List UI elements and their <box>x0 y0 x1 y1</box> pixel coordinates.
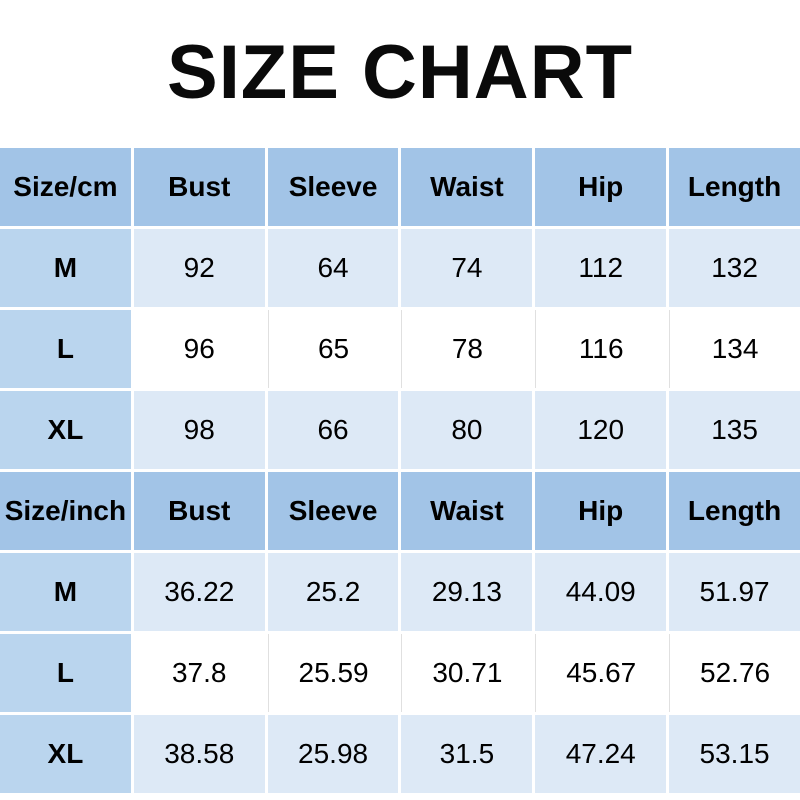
cell-waist: 29.13 <box>401 553 533 631</box>
cell-length: 51.97 <box>669 553 800 631</box>
cell-length: 135 <box>669 391 800 469</box>
column-header-sleeve: Sleeve <box>267 472 399 550</box>
table-row-inch-xl: XL 38.58 25.98 31.5 47.24 53.15 <box>0 715 800 793</box>
table-row-cm-l: L 96 65 78 116 134 <box>0 310 800 388</box>
page-title-area: SIZE CHART <box>0 0 800 145</box>
cell-sleeve: 25.59 <box>267 634 399 712</box>
column-header-hip: Hip <box>535 472 667 550</box>
cell-sleeve: 25.98 <box>267 715 399 793</box>
column-header-hip: Hip <box>535 148 667 226</box>
size-label: XL <box>0 391 131 469</box>
cell-bust: 98 <box>133 391 265 469</box>
cell-bust: 38.58 <box>133 715 265 793</box>
header-row-cm: Size/cm Bust Sleeve Waist Hip Length <box>0 148 800 226</box>
cell-hip: 45.67 <box>535 634 667 712</box>
cell-hip: 47.24 <box>535 715 667 793</box>
page-title: SIZE CHART <box>167 29 633 115</box>
table-row-inch-l: L 37.8 25.59 30.71 45.67 52.76 <box>0 634 800 712</box>
cell-length: 132 <box>669 229 800 307</box>
size-chart-table: Size/cm Bust Sleeve Waist Hip Length M 9… <box>0 145 800 796</box>
column-header-waist: Waist <box>401 148 533 226</box>
cell-bust: 36.22 <box>133 553 265 631</box>
cell-sleeve: 25.2 <box>267 553 399 631</box>
cell-hip: 120 <box>535 391 667 469</box>
column-header-bust: Bust <box>133 148 265 226</box>
size-label: M <box>0 229 131 307</box>
cell-sleeve: 66 <box>267 391 399 469</box>
cell-waist: 74 <box>401 229 533 307</box>
column-header-bust: Bust <box>133 472 265 550</box>
cell-waist: 80 <box>401 391 533 469</box>
table-row-cm-m: M 92 64 74 112 132 <box>0 229 800 307</box>
cell-waist: 31.5 <box>401 715 533 793</box>
cell-hip: 116 <box>535 310 667 388</box>
column-header-sleeve: Sleeve <box>267 148 399 226</box>
column-header-length: Length <box>669 472 800 550</box>
table-row-inch-m: M 36.22 25.2 29.13 44.09 51.97 <box>0 553 800 631</box>
column-header-length: Length <box>669 148 800 226</box>
cell-bust: 37.8 <box>133 634 265 712</box>
cell-length: 134 <box>669 310 800 388</box>
cell-length: 52.76 <box>669 634 800 712</box>
cell-waist: 78 <box>401 310 533 388</box>
column-header-size-cm: Size/cm <box>0 148 131 226</box>
cell-hip: 112 <box>535 229 667 307</box>
cell-sleeve: 65 <box>267 310 399 388</box>
cell-length: 53.15 <box>669 715 800 793</box>
size-label: M <box>0 553 131 631</box>
cell-hip: 44.09 <box>535 553 667 631</box>
size-label: L <box>0 634 131 712</box>
size-label: XL <box>0 715 131 793</box>
cell-bust: 96 <box>133 310 265 388</box>
header-row-inch: Size/inch Bust Sleeve Waist Hip Length <box>0 472 800 550</box>
column-header-waist: Waist <box>401 472 533 550</box>
cell-bust: 92 <box>133 229 265 307</box>
cell-sleeve: 64 <box>267 229 399 307</box>
cell-waist: 30.71 <box>401 634 533 712</box>
column-header-size-inch: Size/inch <box>0 472 131 550</box>
table-row-cm-xl: XL 98 66 80 120 135 <box>0 391 800 469</box>
size-label: L <box>0 310 131 388</box>
